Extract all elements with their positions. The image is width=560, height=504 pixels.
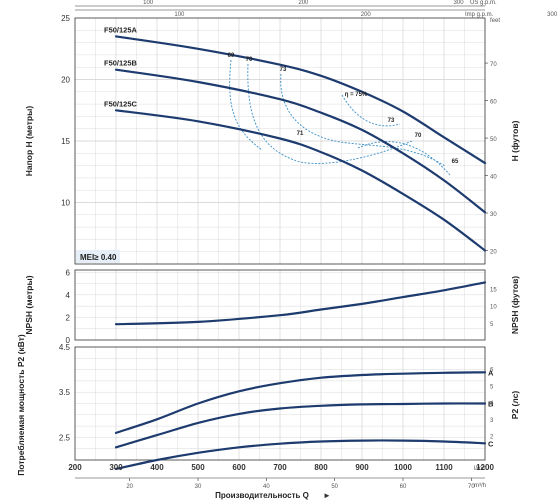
imp-gpm-tick: 300 [547,12,558,18]
series-line [114,68,487,214]
efficiency-curve [280,73,446,167]
power-right-tick: 5 [490,384,494,390]
m3h-tick-label: 30 [195,484,202,490]
power-right-tick: 6 [490,368,494,374]
series-line [114,109,487,252]
lmin-tick-label: 600 [232,463,246,472]
m3h-unit-label: m³/h [474,483,486,489]
power-ylabel-left: Потребляемая мощность P2 (кВт) [16,334,26,476]
power-ylabel-right: P2 (лс) [510,391,520,420]
grid-layer [75,5,488,481]
npsh-right-tick: 10 [490,305,497,311]
power-right-tick: 2 [490,435,494,441]
head-panel-frame [74,17,486,265]
npsh-left-tick: 4 [66,291,71,300]
efficiency-label: 73 [280,67,287,73]
efficiency-curves [229,59,451,176]
series-line [114,439,487,471]
imp-gpm-label: Imp g.p.m. [465,12,494,18]
performance-curves [114,35,487,471]
m3h-tick-label: 60 [400,484,407,490]
us-gpm-tick: 100 [143,0,154,6]
us-gpm-tick: 200 [298,0,309,6]
head-right-tick: 30 [490,212,497,218]
lmin-tick-label: 900 [355,463,369,472]
head-right-tick: 40 [490,175,497,181]
lmin-tick-label: 800 [314,463,328,472]
m3h-tick-label: 40 [263,484,270,490]
feet-unit-label: feet [490,18,500,24]
series-line [114,35,487,165]
npsh-right-tick: 15 [490,287,497,293]
head-right-tick: 20 [490,250,497,256]
head-right-tick: 70 [490,62,497,68]
head-left-tick: 25 [61,14,70,23]
imp-gpm-tick: 100 [174,12,185,18]
head-right-tick: 50 [490,137,497,143]
efficiency-curve [357,141,451,176]
x-axis-arrow-icon: ► [323,491,331,500]
efficiency-label: 69 [228,53,235,59]
mei-badge-bg [76,250,120,263]
imp-gpm-tick: 200 [361,12,372,18]
head-left-tick: 15 [61,137,70,146]
text-layer: US g.p.m. Imp g.p.m. feet l/min m³/h Нап… [16,0,558,500]
series-line [114,402,487,449]
panel-frames [74,17,486,461]
power-left-tick: 2.5 [59,433,71,442]
efficiency-label: 71 [297,131,304,137]
head-series-label: F50/125A [104,25,138,34]
m3h-tick-label: 70 [468,484,475,490]
head-ylabel-left: Напор H (метры) [24,106,34,177]
head-right-tick: 60 [490,100,497,106]
series-line [114,371,487,434]
us-gpm-tick: 300 [454,0,465,6]
npsh-right-tick: 5 [490,322,494,328]
npsh-left-tick: 6 [66,268,71,277]
head-left-tick: 10 [61,199,70,208]
lmin-tick-label: 500 [191,463,205,472]
efficiency-curve [341,94,401,127]
efficiency-curve [229,59,263,151]
efficiency-curve [247,63,413,164]
efficiency-label: 73 [388,118,395,124]
power-right-tick: 3 [490,418,494,424]
power-left-tick: 4.5 [59,343,71,352]
npsh-panel-frame [74,269,486,341]
lmin-tick-label: 1100 [435,463,453,472]
efficiency-label: 70 [415,133,422,139]
power-series-label: B [488,400,494,409]
head-series-label: F50/125B [104,59,138,68]
head-ylabel-right: H (футов) [510,120,520,161]
lmin-tick-label: 700 [273,463,287,472]
npsh-left-tick: 2 [66,313,71,322]
efficiency-label: 70 [246,57,253,63]
power-series-label: C [488,439,494,448]
lmin-tick-label: 1000 [394,463,412,472]
us-gpm-label: US g.p.m. [470,0,497,6]
efficiency-label: η = 75% [345,92,368,98]
m3h-tick-label: 50 [331,484,338,490]
lmin-unit-label: l/min [474,466,487,472]
power-right-tick: 4 [490,401,494,407]
lmin-tick-label: 200 [68,463,82,472]
lmin-tick-label: 300 [109,463,123,472]
power-series-label: A [488,368,494,377]
efficiency-label: 65 [452,159,459,165]
lmin-tick-label: 1200 [476,463,494,472]
lmin-tick-label: 400 [150,463,164,472]
head-left-tick: 20 [61,76,70,85]
m3h-tick-label: 20 [126,484,133,490]
npsh-left-tick: 0 [66,336,71,345]
power-left-tick: 3.5 [59,388,71,397]
mei-label: MEI≥ 0.40 [80,253,117,262]
series-line [114,281,487,326]
x-axis-title: Производительность Q [215,491,309,500]
head-series-label: F50/125C [104,99,138,108]
npsh-ylabel-right: NPSH (футов) [510,276,520,334]
npsh-ylabel-left: NPSH (метры) [24,275,34,334]
